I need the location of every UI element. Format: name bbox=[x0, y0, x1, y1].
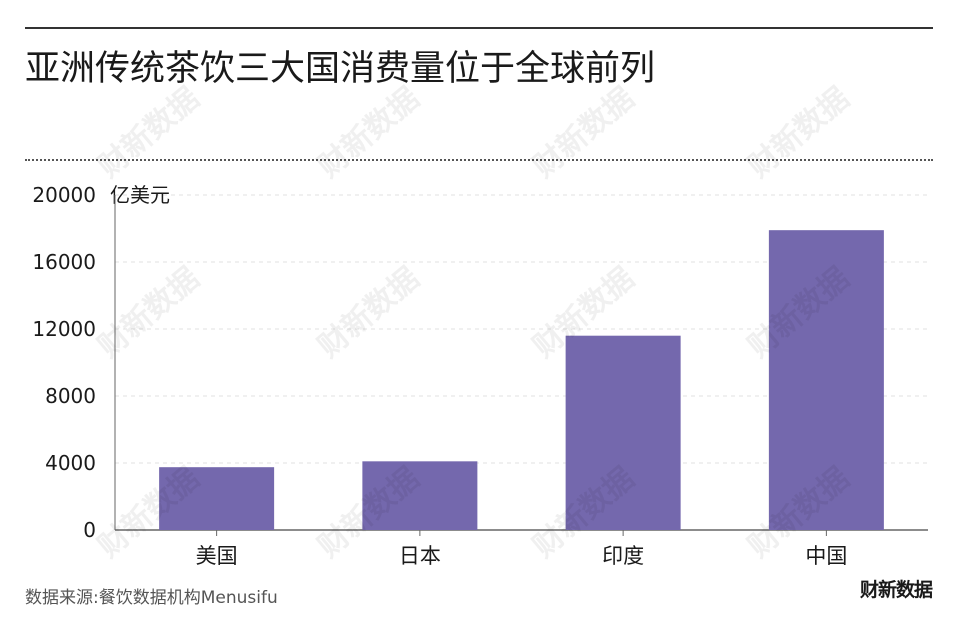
y-tick-label: 16000 bbox=[32, 250, 96, 274]
y-unit-label: 亿美元 bbox=[110, 183, 170, 207]
y-tick-label: 8000 bbox=[45, 384, 96, 408]
bar bbox=[159, 467, 275, 530]
chart-title: 亚洲传统茶饮三大国消费量位于全球前列 bbox=[25, 49, 656, 89]
y-tick-label: 4000 bbox=[45, 451, 96, 475]
caixin-data-logo: 财新数据 bbox=[859, 579, 933, 601]
dotted-divider bbox=[25, 159, 933, 161]
x-tick-label: 日本 bbox=[399, 544, 441, 568]
bar bbox=[565, 335, 681, 530]
bar bbox=[362, 461, 478, 530]
y-tick-label: 20000 bbox=[32, 183, 96, 207]
x-tick-label: 中国 bbox=[805, 544, 847, 568]
top-rule bbox=[25, 27, 933, 29]
y-tick-label: 0 bbox=[83, 518, 96, 542]
y-tick-label: 12000 bbox=[32, 317, 96, 341]
data-source: 数据来源:餐饮数据机构Menusifu bbox=[25, 588, 278, 608]
x-tick-label: 印度 bbox=[602, 544, 644, 568]
bar bbox=[768, 230, 884, 531]
x-tick-label: 美国 bbox=[196, 544, 238, 568]
